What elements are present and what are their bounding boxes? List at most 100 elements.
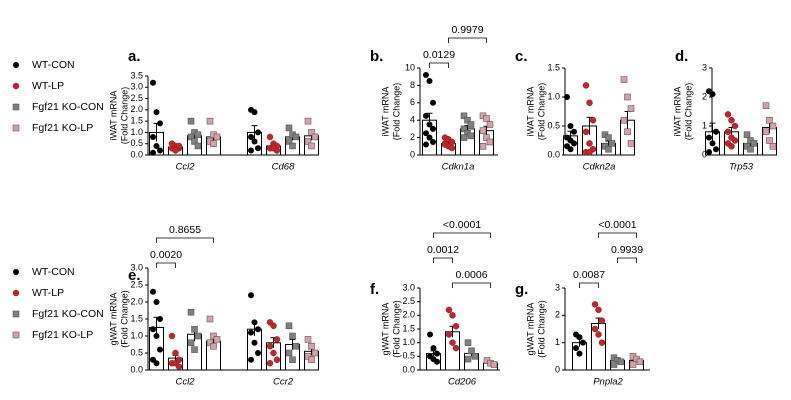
- data-point: [441, 141, 449, 148]
- data-point: [266, 359, 274, 367]
- y-tick-label: 10: [405, 62, 415, 72]
- x-tick-label: Cd68: [272, 162, 295, 173]
- data-point: [172, 349, 179, 357]
- data-point: [248, 147, 254, 154]
- y-tick-label: 1.0: [130, 330, 143, 340]
- data-point: [157, 346, 163, 353]
- data-point: [153, 299, 160, 305]
- data-point: [629, 361, 637, 368]
- data-point: [251, 339, 258, 346]
- p-value: <0.0001: [598, 219, 636, 231]
- data-point: [255, 350, 261, 356]
- data-point: [709, 140, 716, 147]
- legend-marker: [12, 310, 20, 318]
- data-point: [153, 360, 160, 367]
- data-point: [624, 128, 631, 136]
- data-point: [150, 288, 156, 295]
- data-point: [464, 339, 472, 346]
- y-tick-label: 1.5: [402, 323, 415, 333]
- data-point: [175, 142, 183, 150]
- y-tick-label: 2.5: [130, 93, 143, 103]
- data-point: [728, 116, 735, 124]
- data-point: [464, 116, 471, 124]
- data-point: [308, 342, 315, 350]
- data-point: [423, 141, 429, 148]
- data-point: [591, 325, 599, 333]
- data-point: [430, 345, 437, 352]
- data-point: [210, 140, 217, 147]
- data-point: [627, 140, 635, 147]
- data-point: [483, 134, 490, 141]
- legend-label: WT-LP: [32, 287, 64, 299]
- y-tick-label: 0: [702, 149, 707, 159]
- significance-bracket: [156, 262, 176, 268]
- data-point: [598, 339, 606, 346]
- data-point: [620, 76, 628, 83]
- data-point: [605, 134, 612, 141]
- data-point: [255, 145, 261, 152]
- data-point: [598, 317, 606, 325]
- data-point: [460, 134, 468, 141]
- legend-label: Fgf21 KO-CON: [32, 308, 104, 320]
- y-tick-label: 2.0: [130, 296, 143, 306]
- data-point: [769, 143, 777, 150]
- significance-bracket: [433, 232, 491, 238]
- y-tick-label: 6: [410, 97, 415, 107]
- data-point: [304, 138, 312, 145]
- data-point: [150, 133, 156, 140]
- y-tick-label: 0.5: [547, 120, 560, 130]
- data-point: [311, 133, 319, 141]
- data-point: [308, 142, 315, 150]
- data-point: [157, 120, 163, 127]
- data-point: [266, 133, 274, 141]
- data-point: [194, 131, 202, 138]
- panel-title: f.: [370, 281, 379, 298]
- data-point: [731, 137, 739, 144]
- x-tick-label: Trp53: [729, 162, 754, 173]
- panel-title: c.: [515, 48, 528, 65]
- y-tick-label: 3: [702, 62, 707, 72]
- data-point: [423, 130, 429, 137]
- data-point: [255, 129, 261, 136]
- data-point: [153, 142, 160, 149]
- data-point: [571, 128, 577, 135]
- data-point: [168, 140, 176, 147]
- data-point: [187, 308, 195, 316]
- y-tick-label: 1.5: [130, 313, 143, 323]
- y-axis-label: iWAT mRNA: [525, 87, 535, 137]
- data-point: [724, 128, 732, 136]
- data-point: [605, 145, 612, 153]
- legend-marker: [12, 82, 20, 90]
- y-tick-label: 1.5: [130, 116, 143, 126]
- significance-bracket: [598, 232, 637, 238]
- data-point: [471, 353, 479, 360]
- y-tick-label: 0.0: [130, 149, 143, 159]
- p-value: 0.8655: [169, 224, 201, 236]
- significance-bracket: [433, 257, 453, 263]
- y-tick-label: 2: [702, 91, 707, 101]
- data-point: [270, 349, 277, 357]
- y-tick-label: 0.5: [130, 138, 143, 148]
- y-tick-label: 0.5: [130, 347, 143, 357]
- data-point: [191, 138, 198, 145]
- data-point: [449, 312, 456, 319]
- data-point: [426, 121, 433, 128]
- data-point: [153, 333, 160, 339]
- y-tick-label: 1.0: [402, 337, 415, 347]
- data-point: [747, 145, 754, 153]
- y-axis-label: iWAT mRNA: [108, 91, 118, 141]
- y-axis-label: (Fold Change): [683, 83, 693, 141]
- significance-bracket: [452, 282, 491, 288]
- data-point: [427, 331, 433, 338]
- data-point: [567, 123, 574, 129]
- data-point: [187, 133, 195, 141]
- x-tick-label: Ccl2: [175, 377, 195, 388]
- data-point: [289, 332, 296, 340]
- y-tick-label: 3.0: [130, 82, 143, 92]
- data-point: [713, 128, 719, 135]
- data-point: [769, 122, 777, 130]
- data-point: [285, 322, 293, 330]
- data-point: [709, 91, 716, 98]
- y-axis-label: iWAT mRNA: [672, 87, 682, 137]
